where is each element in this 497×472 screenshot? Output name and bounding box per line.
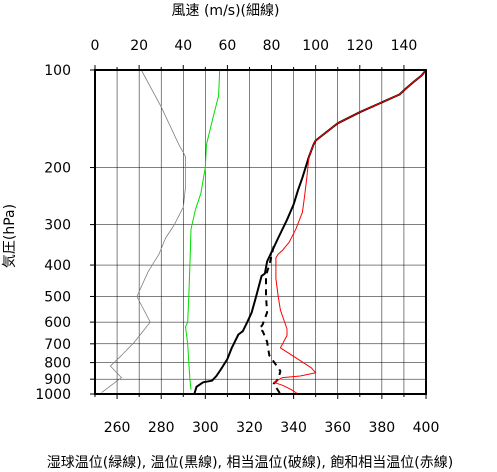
pressure-tick-label: 1000 bbox=[35, 387, 71, 403]
bottom-axis-ticks: 260 280 300 320 340 360 380 400 bbox=[94, 394, 440, 436]
series-line-potential_temperature bbox=[193, 69, 427, 395]
bottom-tick-label: 280 bbox=[148, 420, 175, 436]
plot-frame bbox=[94, 69, 427, 395]
top-tick-label: 60 bbox=[218, 38, 236, 54]
top-axis-ticks: 0 20 40 60 80 100 120 140 bbox=[91, 38, 418, 70]
top-tick-label: 120 bbox=[346, 38, 373, 54]
series-line-equivalent_potential_temperature bbox=[258, 246, 282, 395]
bottom-axis-title: 湿球温位(緑線), 温位(黒線), 相当温位(破線), 飽和相当温位(赤線) bbox=[47, 454, 453, 471]
bottom-tick-label: 340 bbox=[280, 420, 307, 436]
pressure-tick-label: 800 bbox=[44, 356, 71, 372]
bottom-tick-label: 400 bbox=[413, 420, 440, 436]
pressure-tick-label: 900 bbox=[44, 372, 71, 388]
top-tick-label: 100 bbox=[302, 38, 329, 54]
pressure-tick-label: 200 bbox=[44, 161, 71, 177]
pressure-tick-label: 500 bbox=[44, 289, 71, 305]
top-tick-label: 40 bbox=[174, 38, 192, 54]
pressure-tick-label: 400 bbox=[44, 258, 71, 274]
top-tick-label: 80 bbox=[263, 38, 281, 54]
pressure-tick-label: 600 bbox=[44, 315, 71, 331]
top-tick-label: 20 bbox=[130, 38, 148, 54]
series-line-wet_bulb_potential_temperature bbox=[185, 69, 221, 390]
bottom-tick-label: 300 bbox=[192, 420, 219, 436]
top-tick-label: 140 bbox=[391, 38, 418, 54]
top-tick-label: 0 bbox=[91, 38, 100, 54]
series-line-saturated_equivalent_potential_temperature bbox=[273, 69, 427, 395]
grid bbox=[95, 69, 426, 395]
top-axis-title: 風速 (m/s)(細線) bbox=[172, 3, 280, 19]
bottom-tick-label: 380 bbox=[368, 420, 395, 436]
bottom-tick-label: 260 bbox=[104, 420, 131, 436]
pressure-tick-label: 700 bbox=[44, 337, 71, 353]
series-line-wind_speed bbox=[101, 69, 186, 393]
plot-lines bbox=[101, 69, 427, 395]
bottom-tick-label: 320 bbox=[236, 420, 263, 436]
pressure-tick-label: 300 bbox=[44, 218, 71, 234]
pressure-tick-label: 100 bbox=[44, 63, 71, 79]
pressure-axis-title: 気圧(hPa) bbox=[2, 204, 18, 268]
bottom-tick-label: 360 bbox=[324, 420, 351, 436]
